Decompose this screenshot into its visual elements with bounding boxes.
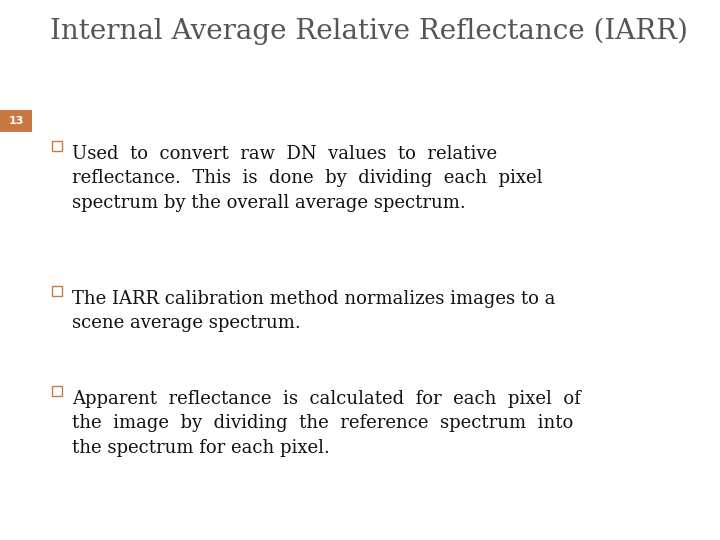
Text: 13: 13 <box>9 116 24 126</box>
FancyBboxPatch shape <box>52 386 62 396</box>
FancyBboxPatch shape <box>0 110 32 132</box>
Text: The IARR calibration method normalizes images to a
scene average spectrum.: The IARR calibration method normalizes i… <box>72 290 555 332</box>
Text: Apparent  reflectance  is  calculated  for  each  pixel  of
the  image  by  divi: Apparent reflectance is calculated for e… <box>72 390 581 457</box>
Text: Used  to  convert  raw  DN  values  to  relative
reflectance.  This  is  done  b: Used to convert raw DN values to relativ… <box>72 145 542 212</box>
FancyBboxPatch shape <box>52 141 62 151</box>
Text: Internal Average Relative Reflectance (IARR): Internal Average Relative Reflectance (I… <box>50 18 688 45</box>
FancyBboxPatch shape <box>52 286 62 296</box>
